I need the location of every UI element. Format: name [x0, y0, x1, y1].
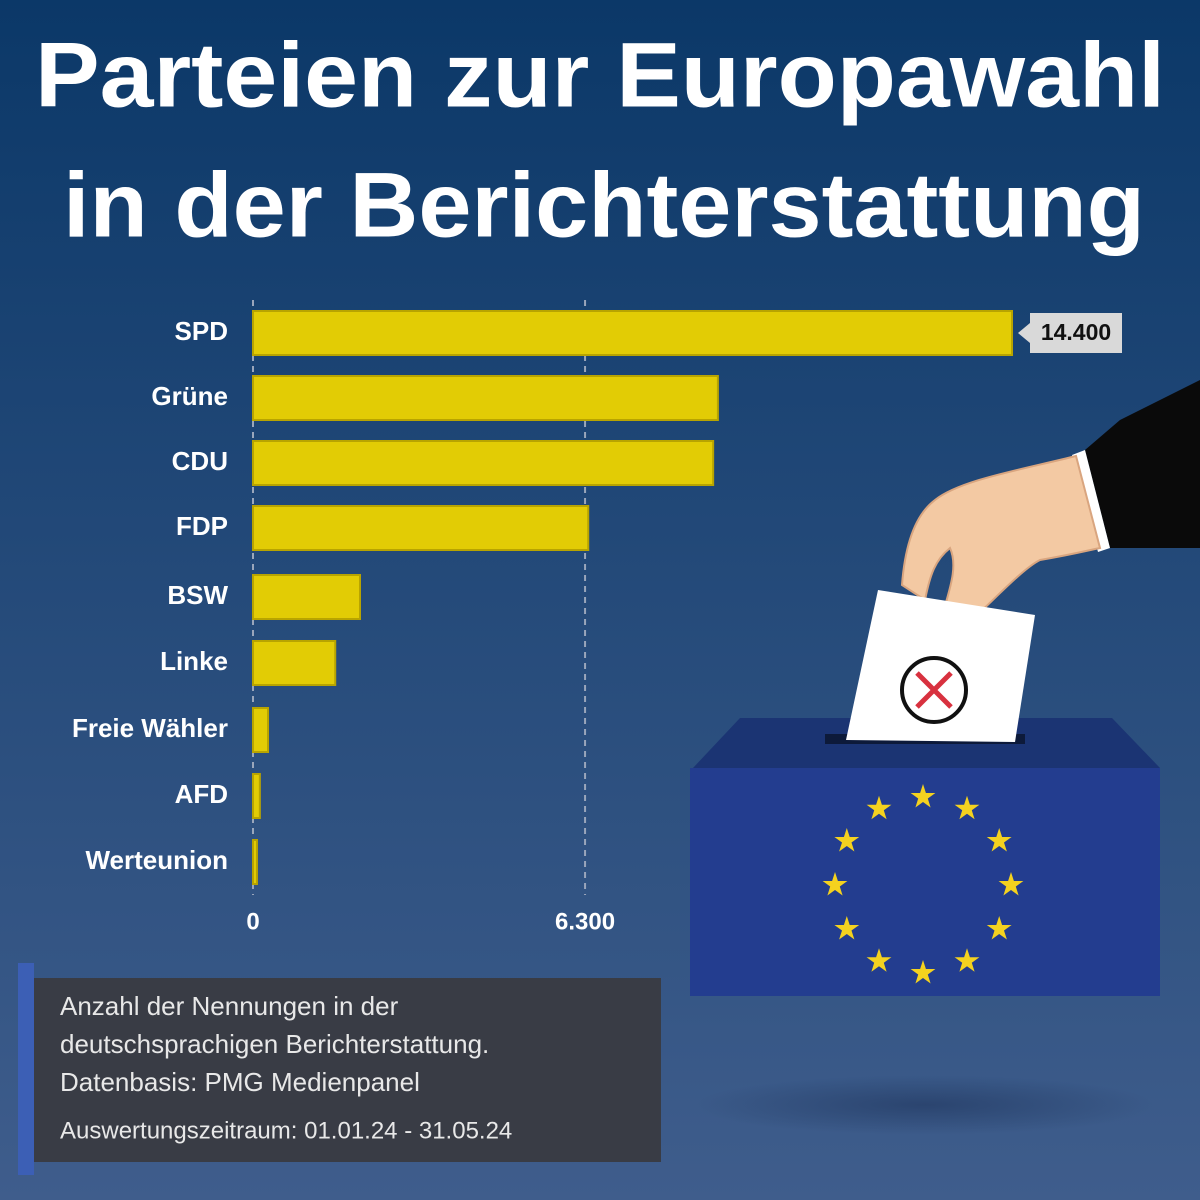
- bar: [252, 839, 258, 885]
- star: [834, 916, 860, 940]
- x-tick-label: 0: [246, 908, 259, 935]
- star: [954, 948, 980, 972]
- y-tick-label: FDP: [176, 511, 228, 541]
- value-label-box: [1030, 313, 1122, 353]
- bar: [252, 574, 361, 620]
- star: [834, 828, 860, 852]
- shadow: [695, 1075, 1155, 1135]
- star: [986, 828, 1012, 852]
- bar: [252, 375, 719, 421]
- bar: [252, 773, 261, 819]
- bar: [252, 310, 1013, 356]
- bar: [252, 640, 337, 686]
- star: [998, 872, 1024, 896]
- y-tick-label: Grüne: [151, 381, 228, 411]
- y-tick-label: BSW: [167, 580, 228, 610]
- chart-title: Parteien zur Europawahl: [35, 24, 1165, 126]
- note-text: deutschsprachigen Berichterstattung.: [60, 1029, 489, 1059]
- star: [910, 960, 936, 984]
- sleeve: [1085, 380, 1200, 548]
- star: [866, 948, 892, 972]
- y-tick-label: Freie Wähler: [72, 713, 228, 743]
- bar: [252, 440, 715, 486]
- star: [910, 784, 936, 808]
- illustration: [690, 380, 1200, 1135]
- value-label-pointer: [1018, 323, 1030, 343]
- y-tick-label: SPD: [175, 316, 228, 346]
- note-text: Anzahl der Nennungen in der: [60, 991, 399, 1021]
- ballot-cross: [915, 671, 953, 709]
- note-text: Datenbasis: PMG Medienpanel: [60, 1067, 420, 1097]
- y-tick-label: CDU: [172, 446, 228, 476]
- value-label: 14.400: [1041, 319, 1111, 345]
- stars: [822, 784, 1024, 984]
- note-text: Auswertungszeitraum: 01.01.24 - 31.05.24: [60, 1117, 512, 1144]
- star: [986, 916, 1012, 940]
- star: [866, 795, 892, 820]
- y-tick-label: AFD: [175, 779, 228, 809]
- star: [822, 872, 848, 896]
- hand: [900, 454, 1102, 634]
- bar: [252, 505, 590, 551]
- note-box: [18, 978, 661, 1162]
- star: [954, 795, 980, 820]
- y-tick-label: Linke: [160, 646, 228, 676]
- chart-title: in der Berichterstattung: [63, 154, 1145, 256]
- box-front: [690, 768, 1160, 996]
- x-tick-label: 6.300: [555, 908, 615, 935]
- note-accent: [18, 963, 34, 1175]
- bar: [252, 707, 270, 753]
- y-tick-label: Werteunion: [85, 845, 228, 875]
